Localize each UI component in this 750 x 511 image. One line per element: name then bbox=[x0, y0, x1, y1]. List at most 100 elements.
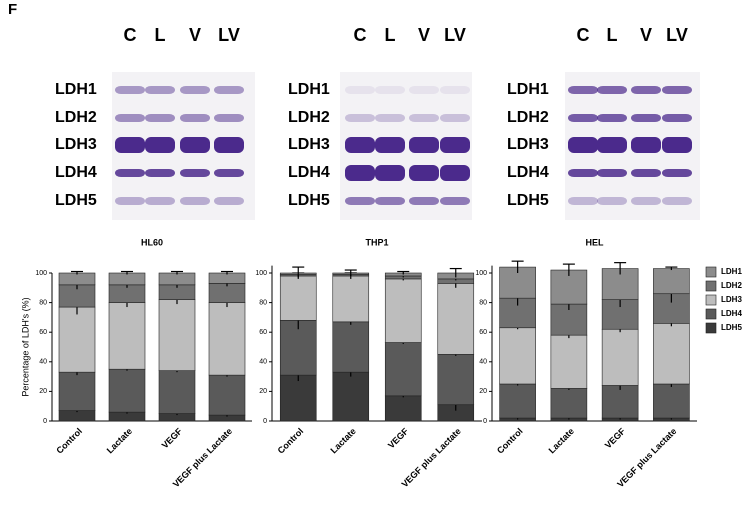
gel-band bbox=[145, 197, 175, 205]
row-label: LDH4 bbox=[507, 164, 549, 181]
bar-segment bbox=[653, 383, 690, 419]
gel-band bbox=[631, 197, 661, 205]
bar-segment bbox=[601, 385, 639, 419]
bar-segment bbox=[108, 302, 146, 370]
gel-band bbox=[597, 137, 627, 153]
gel-band bbox=[180, 169, 210, 177]
gel-band bbox=[145, 114, 175, 122]
bar-segment bbox=[108, 272, 146, 286]
y-tick-label: 60 bbox=[39, 329, 47, 336]
error-bar bbox=[292, 266, 305, 279]
gel-band bbox=[214, 86, 244, 94]
legend-label: LDH3 bbox=[721, 295, 742, 304]
gel-band bbox=[568, 86, 598, 94]
gel-band bbox=[631, 114, 661, 122]
bar-segment bbox=[158, 299, 196, 371]
gel-band bbox=[115, 197, 145, 205]
gel-band bbox=[631, 137, 661, 153]
gel-band bbox=[631, 86, 661, 94]
x-tick-label: VEGF plus Lactate bbox=[400, 426, 463, 489]
gel-band bbox=[180, 137, 210, 153]
lane-label: L bbox=[385, 25, 396, 45]
gel-band bbox=[115, 137, 145, 153]
row-label: LDH5 bbox=[288, 192, 330, 209]
lane-label: LV bbox=[444, 25, 466, 45]
bar-segment bbox=[58, 410, 96, 422]
row-label: LDH4 bbox=[288, 164, 330, 181]
gel-band bbox=[180, 86, 210, 94]
error-bar bbox=[171, 270, 183, 275]
gel-band bbox=[440, 165, 470, 181]
gel-band bbox=[409, 114, 439, 122]
gel-band bbox=[631, 169, 661, 177]
row-label: LDH3 bbox=[507, 136, 549, 153]
gel-band bbox=[597, 197, 627, 205]
gel-band bbox=[568, 169, 598, 177]
x-tick-label: Lactate bbox=[105, 426, 134, 455]
gel-band bbox=[662, 169, 692, 177]
gel-band bbox=[375, 114, 405, 122]
row-label: LDH3 bbox=[288, 136, 330, 153]
lane-label: L bbox=[607, 25, 618, 45]
bar-segment bbox=[332, 275, 370, 323]
gel-band bbox=[180, 197, 210, 205]
error-bar bbox=[221, 270, 233, 275]
lane-label: V bbox=[640, 25, 652, 45]
bar-segment bbox=[279, 275, 317, 321]
bar-segment bbox=[437, 283, 475, 355]
bar-segment bbox=[279, 374, 317, 422]
bar-segment bbox=[384, 342, 422, 397]
error-bar bbox=[562, 263, 575, 276]
x-tick-label: Control bbox=[495, 426, 525, 456]
y-tick-label: 0 bbox=[483, 418, 487, 425]
y-tick-label: 0 bbox=[43, 418, 47, 425]
legend-label: LDH2 bbox=[721, 281, 742, 290]
gel-band bbox=[568, 137, 598, 153]
gel-band bbox=[662, 197, 692, 205]
y-tick-label: 20 bbox=[39, 388, 47, 395]
row-label: LDH5 bbox=[55, 192, 97, 209]
row-label: LDH2 bbox=[55, 109, 97, 126]
gel-band bbox=[345, 165, 375, 181]
error-bar bbox=[71, 270, 83, 275]
row-label: LDH2 bbox=[288, 109, 330, 126]
gel-band bbox=[440, 86, 470, 94]
legend-label: LDH5 bbox=[721, 323, 742, 332]
gel-band bbox=[597, 169, 627, 177]
legend-swatch bbox=[705, 308, 717, 320]
gel-band bbox=[214, 169, 244, 177]
y-tick-label: 0 bbox=[263, 418, 267, 425]
gel-band bbox=[214, 197, 244, 205]
y-tick-label: 40 bbox=[39, 359, 47, 366]
row-label: LDH4 bbox=[55, 164, 97, 181]
gel-band bbox=[214, 114, 244, 122]
row-label: LDH1 bbox=[55, 81, 97, 98]
error-bar bbox=[449, 267, 462, 278]
bar-segment bbox=[58, 306, 96, 373]
bar-segment bbox=[58, 371, 96, 411]
lane-label: V bbox=[189, 25, 201, 45]
y-tick-label: 100 bbox=[475, 270, 487, 277]
gel-band bbox=[115, 114, 145, 122]
row-label: LDH2 bbox=[507, 109, 549, 126]
gel-band bbox=[409, 165, 439, 181]
legend-swatch bbox=[705, 280, 717, 292]
bar-segment bbox=[332, 321, 370, 373]
bar-segment bbox=[384, 395, 422, 422]
lane-label: L bbox=[155, 25, 166, 45]
y-tick-label: 80 bbox=[39, 299, 47, 306]
gel-band bbox=[345, 114, 375, 122]
bar-segment bbox=[437, 354, 475, 406]
bar-segment bbox=[653, 268, 690, 295]
y-tick-label: 40 bbox=[479, 359, 487, 366]
bar-segment bbox=[601, 299, 639, 330]
bar-segment bbox=[384, 278, 422, 343]
gel-band bbox=[568, 114, 598, 122]
gel-band bbox=[345, 86, 375, 94]
error-bar bbox=[121, 270, 133, 275]
y-tick-label: 20 bbox=[259, 388, 267, 395]
lane-label: C bbox=[124, 25, 137, 45]
gel-band bbox=[597, 86, 627, 94]
chart-title: THP1 bbox=[365, 237, 388, 247]
